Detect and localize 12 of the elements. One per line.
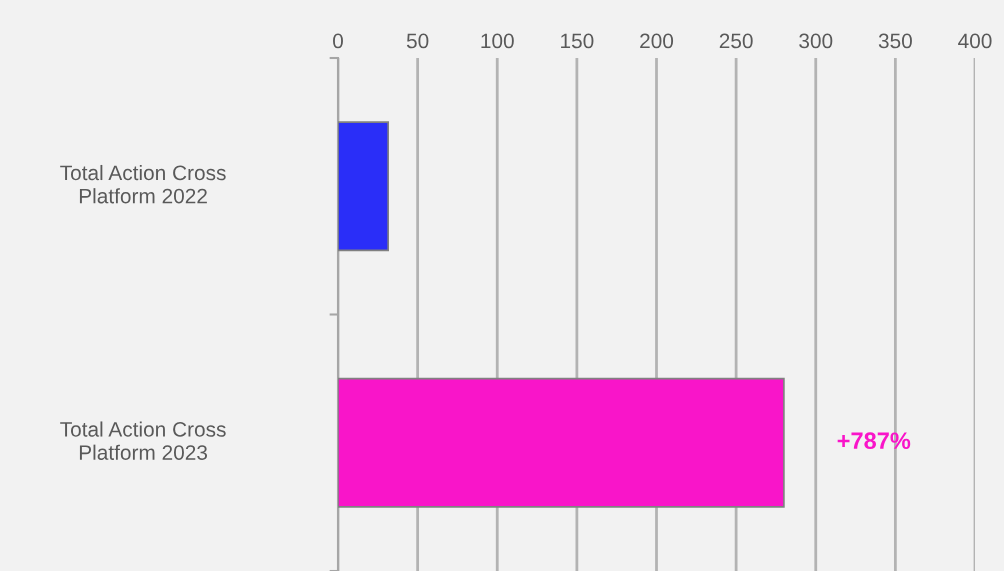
y-tick-label: Total Action Cross Platform 2022 (60, 164, 226, 204)
x-tick-label: 50 (406, 33, 429, 49)
x-tick-label: 200 (640, 33, 674, 49)
annotation: +787% (837, 432, 911, 450)
x-tick-label: 400 (958, 33, 992, 49)
x-tick-label: 250 (719, 33, 753, 49)
y-tick-label: Total Action Cross Platform 2023 (60, 421, 226, 460)
x-tick-label: 100 (481, 33, 514, 49)
x-tick-label: 150 (561, 33, 594, 49)
x-tick-label: 300 (799, 33, 833, 49)
x-tick-label: 0 (333, 33, 343, 49)
x-tick-label: 350 (878, 33, 912, 49)
